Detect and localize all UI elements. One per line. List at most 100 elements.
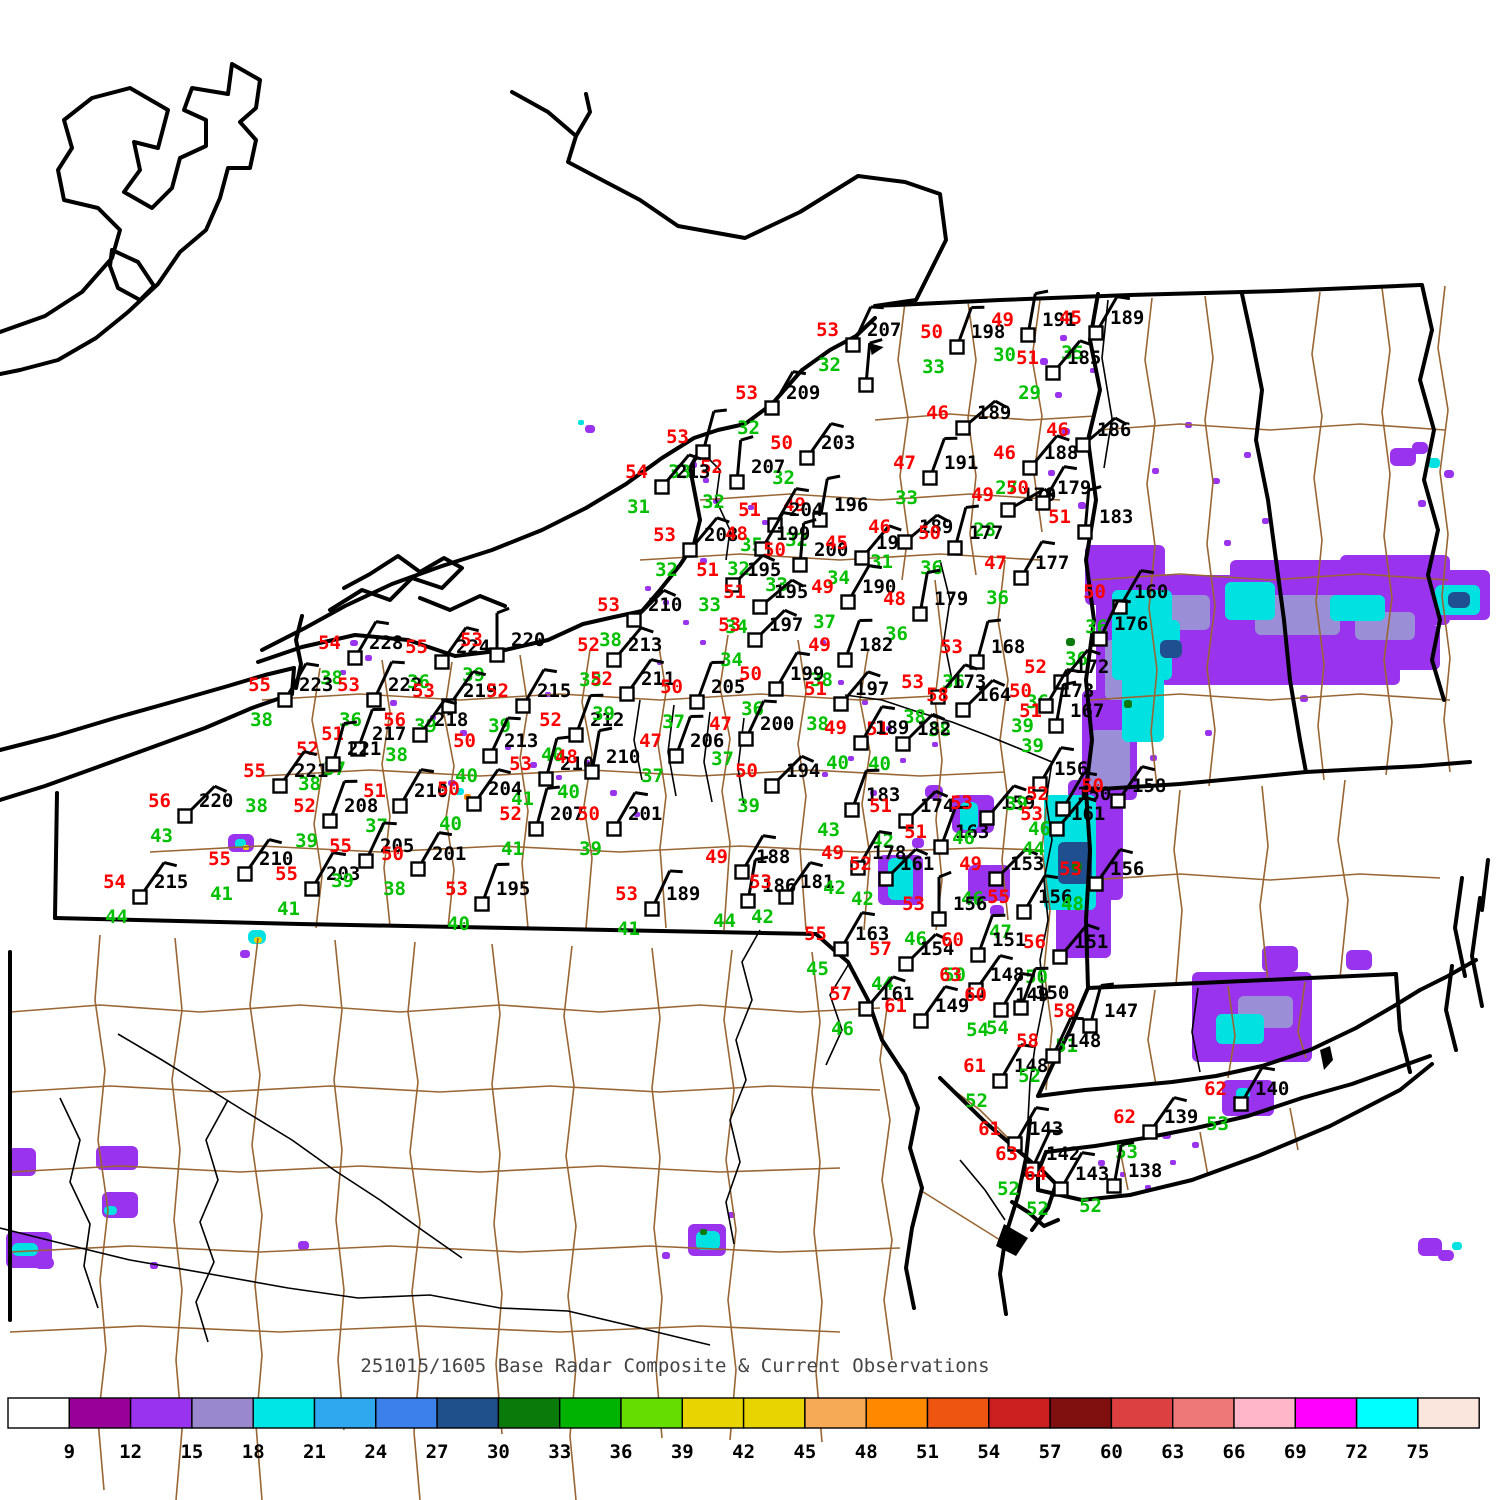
- colorbar-label: 51: [916, 1441, 939, 1463]
- wind-barb-tick: [888, 524, 902, 532]
- wind-barb-tick: [1044, 874, 1059, 880]
- station-plot: 51 185 29: [1016, 339, 1101, 404]
- state-border: [1418, 283, 1446, 702]
- pressure-value: 150: [1035, 982, 1069, 1004]
- pressure-value: 161: [1071, 803, 1105, 825]
- temperature-value: 50: [381, 843, 404, 865]
- pressure-value: 151: [992, 929, 1026, 951]
- temperature-value: 53: [615, 883, 638, 905]
- temperature-value: 55: [329, 835, 352, 857]
- radar-echo-cell: [1262, 946, 1298, 972]
- wind-barb-tick: [1173, 1096, 1188, 1103]
- station-square: [325, 756, 341, 772]
- temperature-value: 53: [337, 674, 360, 696]
- temperature-value: 55: [405, 636, 428, 658]
- station-square: [912, 606, 928, 622]
- station-square: [584, 764, 600, 780]
- radar-echo-cell: [1438, 1250, 1454, 1261]
- radar-echo-cell: [365, 655, 372, 661]
- station-square: [833, 941, 849, 957]
- station-plot: 51 197 38: [804, 670, 889, 735]
- temperature-value: 52: [539, 709, 562, 731]
- station-square: [434, 654, 450, 670]
- station-square: [366, 692, 382, 708]
- station-square: [844, 802, 860, 818]
- radar-echo-cell: [8, 1148, 36, 1176]
- temperature-value: 55: [275, 863, 298, 885]
- radar-echo-cell: [1216, 1014, 1264, 1044]
- temperature-value: 56: [383, 709, 406, 731]
- station-square: [858, 377, 874, 393]
- colorbar-label: 75: [1406, 1441, 1429, 1463]
- wind-barb-flag: [869, 343, 884, 356]
- radar-echo-cell: [1205, 730, 1212, 736]
- station-square: [833, 696, 849, 712]
- station-square: [947, 540, 963, 556]
- dewpoint-value: 42: [823, 877, 846, 899]
- wind-barb-tick: [1066, 668, 1081, 674]
- pressure-value: 201: [432, 843, 466, 865]
- pressure-value: 148: [990, 964, 1024, 986]
- station-plot: 52 208 39: [293, 779, 378, 852]
- wind-barb-tick: [556, 735, 570, 740]
- dewpoint-value: 43: [817, 819, 840, 841]
- pressure-value: 156: [1054, 758, 1088, 780]
- dewpoint-value: 32: [737, 417, 760, 439]
- pressure-value: 191: [1042, 309, 1076, 331]
- temperature-value: 56: [1023, 931, 1046, 953]
- dewpoint-value: 36: [407, 671, 430, 693]
- wind-barb-tick: [927, 568, 941, 575]
- dewpoint-value: 43: [150, 825, 173, 847]
- station-square: [850, 860, 866, 876]
- station-square: [1052, 949, 1068, 965]
- dewpoint-value: 38: [298, 773, 321, 795]
- radar-echo-cell: [1072, 862, 1082, 871]
- state-border: [1036, 988, 1422, 1098]
- river-line: [844, 694, 1053, 763]
- river-line: [667, 704, 677, 797]
- wind-barb-tick: [782, 511, 797, 517]
- station-square: [740, 893, 756, 909]
- station-plot: 56 220 43: [148, 784, 233, 847]
- wind-barb-tick: [935, 789, 949, 798]
- dewpoint-value: 41: [511, 788, 534, 810]
- colorbar-cell: [129, 1397, 193, 1429]
- wind-barb-tick: [1041, 540, 1056, 546]
- station-square: [237, 866, 253, 882]
- temperature-value: 52: [293, 795, 316, 817]
- dewpoint-value: 53: [1206, 1113, 1229, 1135]
- temperature-value: 50: [1009, 680, 1032, 702]
- state-border: [1480, 858, 1490, 912]
- pressure-value: 161: [880, 983, 914, 1005]
- temperature-value: 49: [811, 576, 834, 598]
- state-border: [1240, 292, 1308, 774]
- wind-barb-tick: [507, 716, 521, 721]
- pressure-value: 182: [859, 634, 893, 656]
- station-plot: 47 177 36: [984, 540, 1069, 609]
- county-border: [261, 769, 1006, 777]
- county-border: [311, 667, 323, 929]
- wind-barb-tick: [936, 513, 950, 523]
- county-border: [1089, 693, 1451, 701]
- station-plot: 49 153 46: [959, 847, 1044, 910]
- dewpoint-value: 45: [806, 958, 829, 980]
- dewpoint-value: 27: [995, 477, 1018, 499]
- temperature-value: 49: [705, 846, 728, 868]
- pressure-value: 154: [920, 938, 954, 960]
- station-square: [955, 702, 971, 718]
- station-plot: 50 179: [1006, 465, 1091, 511]
- radar-echo-cell: [578, 420, 584, 425]
- wind-barb-tick: [791, 578, 805, 588]
- pressure-value: 173: [1060, 680, 1094, 702]
- station-square: [799, 450, 815, 466]
- dewpoint-value: 36: [1065, 648, 1088, 670]
- wind-barb-tick: [827, 474, 841, 481]
- station-plot: 50 201 39: [577, 791, 662, 860]
- coastline-landmass: [1320, 1046, 1333, 1070]
- temperature-value: 53: [901, 671, 924, 693]
- radar-echo-cell: [820, 640, 826, 645]
- state-border: [1036, 1062, 1434, 1202]
- station-square: [1007, 1136, 1023, 1152]
- dewpoint-value: 33: [922, 356, 945, 378]
